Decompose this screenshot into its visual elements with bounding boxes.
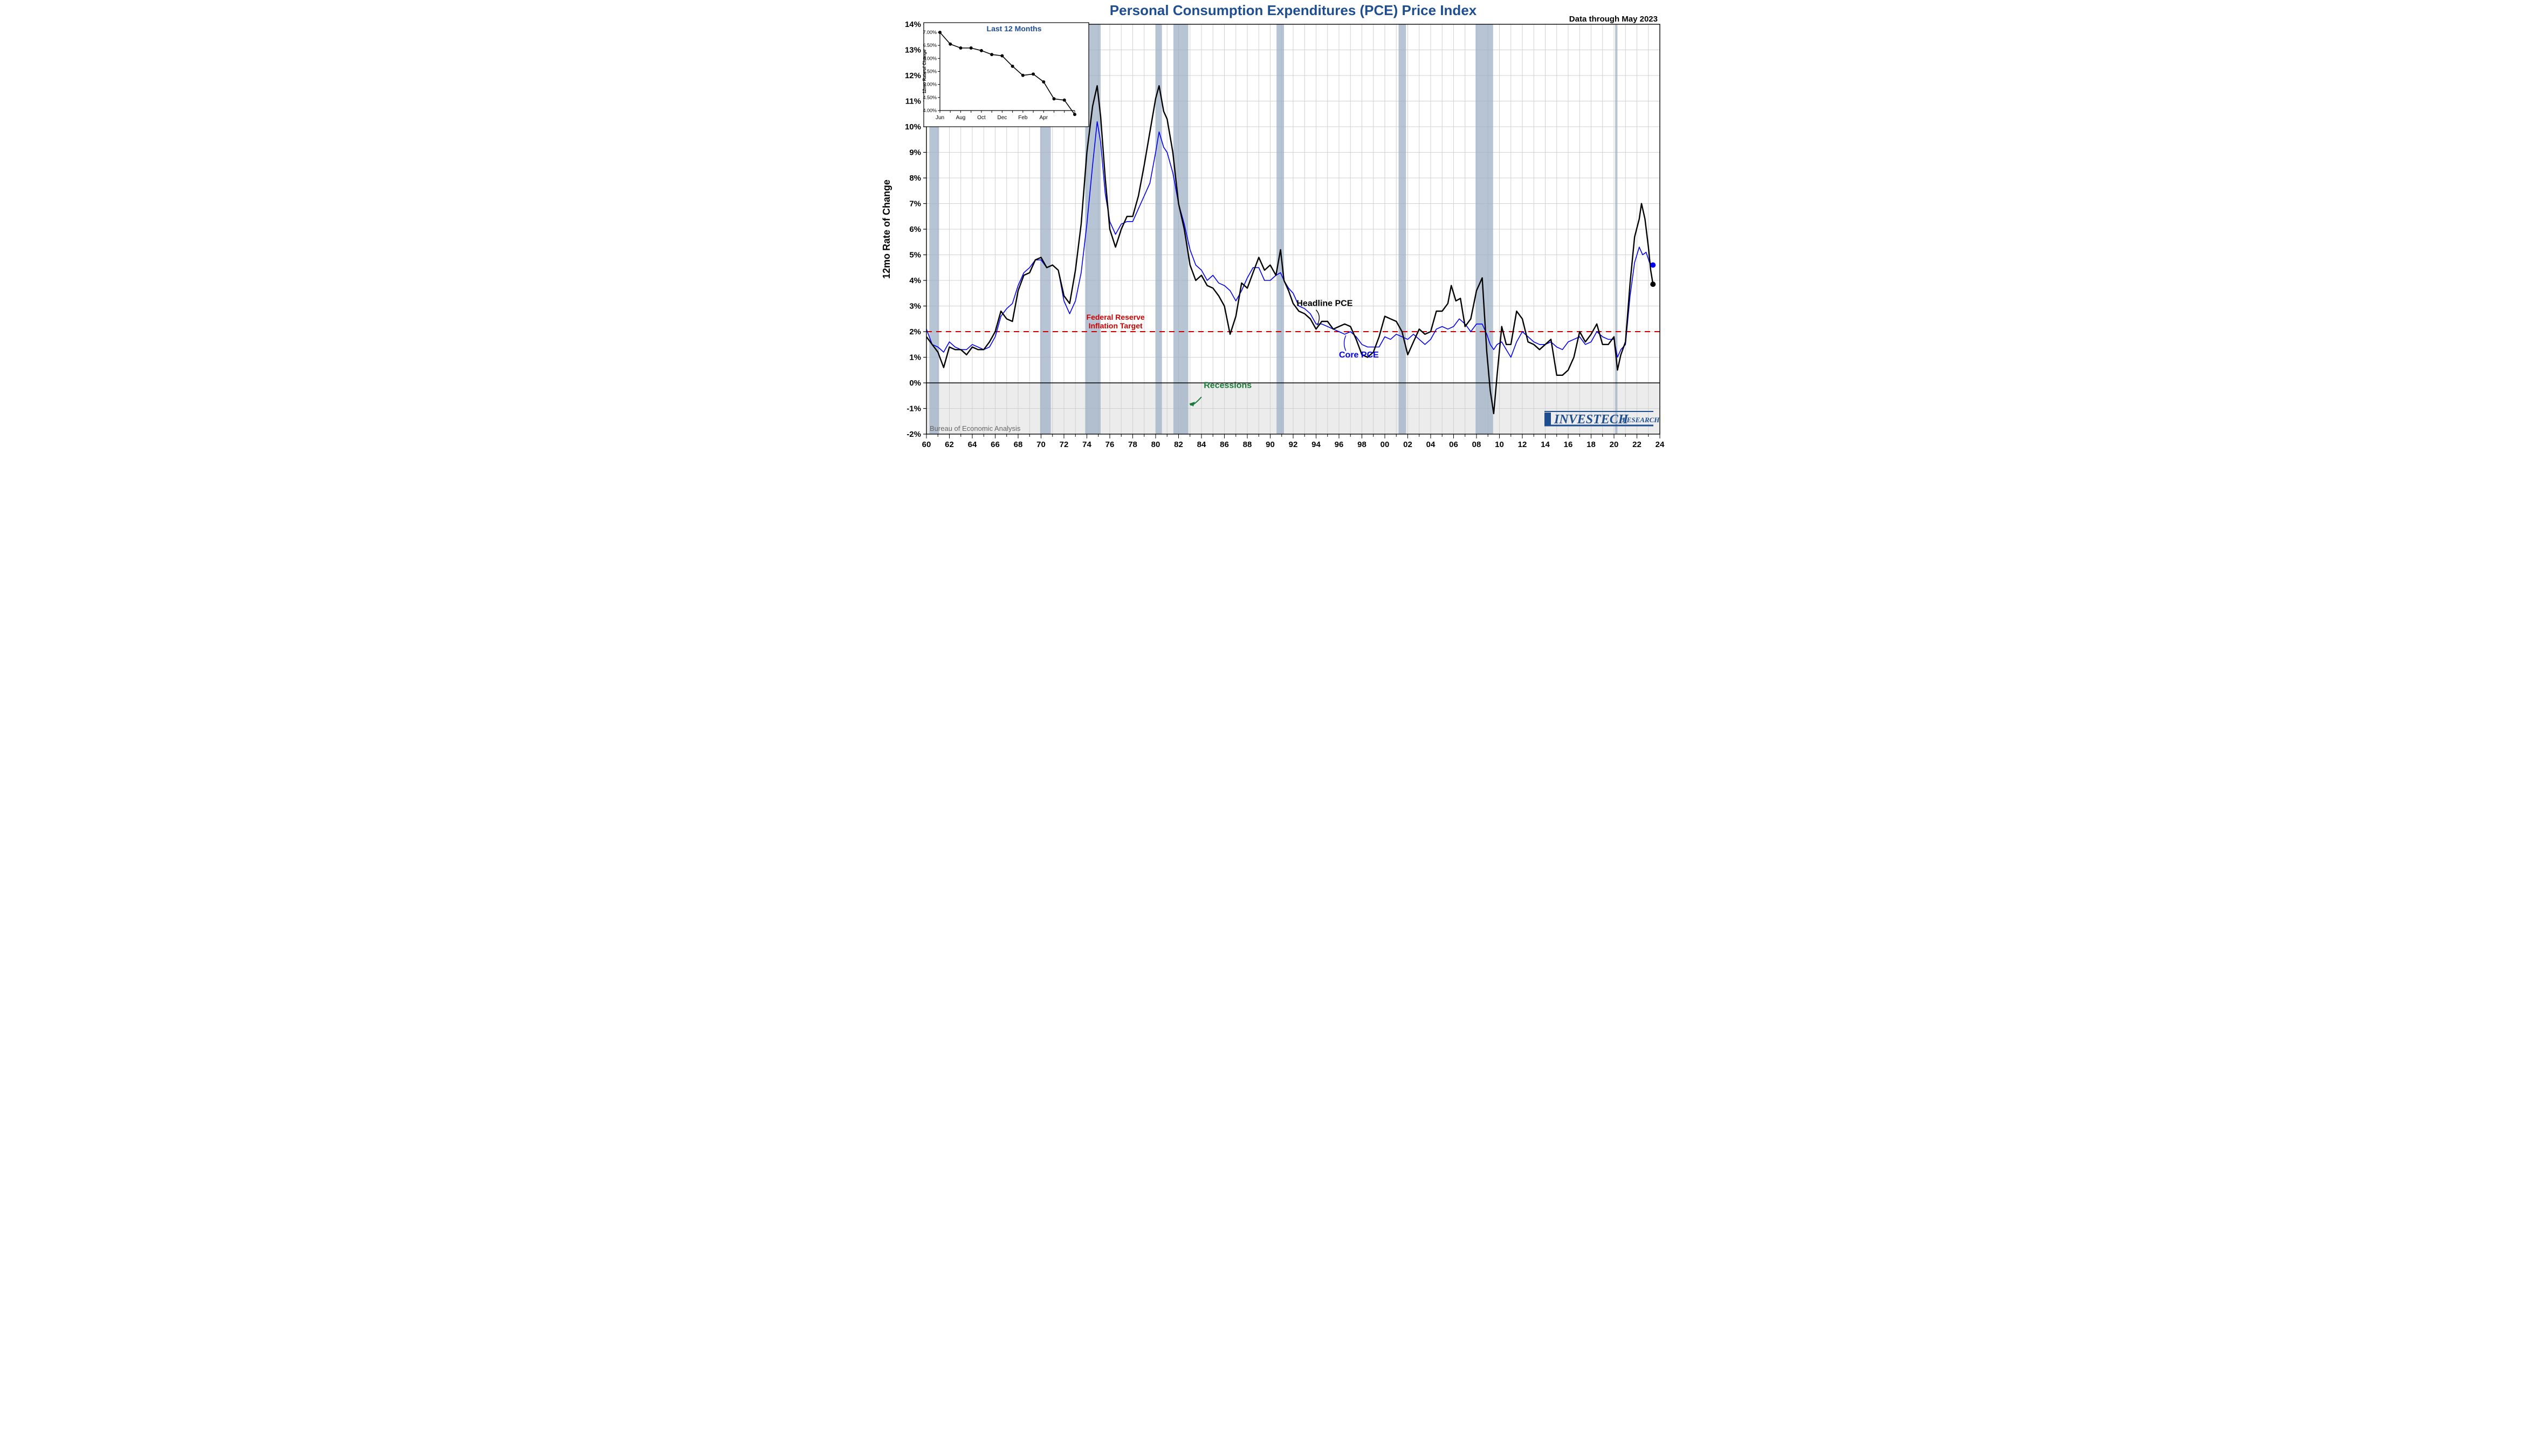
svg-text:04: 04 xyxy=(1426,440,1435,449)
svg-text:10%: 10% xyxy=(904,122,921,132)
svg-text:1%: 1% xyxy=(909,353,921,362)
svg-text:74: 74 xyxy=(1082,440,1091,449)
svg-text:4.50%: 4.50% xyxy=(923,95,937,100)
svg-text:Jun: Jun xyxy=(935,115,944,121)
svg-text:11%: 11% xyxy=(905,97,921,106)
svg-text:76: 76 xyxy=(1105,440,1114,449)
recessions-label: Recessions xyxy=(1204,381,1252,390)
chart-title: Personal Consumption Expenditures (PCE) … xyxy=(1109,2,1476,18)
y-axis-label: 12mo Rate of Change xyxy=(881,180,892,279)
svg-text:INVESTECH: INVESTECH xyxy=(1554,413,1629,427)
svg-text:16: 16 xyxy=(1563,440,1572,449)
svg-text:82: 82 xyxy=(1174,440,1183,449)
inset-chart: Last 12 Months4.00%4.50%5.00%5.50%6.00%6… xyxy=(922,23,1089,127)
svg-text:14: 14 xyxy=(1541,440,1550,449)
x-axis: 60 62 64 66 68 70 72 74 76 78 80 82 84 86 88 90 92 94 96 98… xyxy=(922,434,1664,449)
svg-text:94: 94 xyxy=(1311,440,1321,449)
svg-text:Apr: Apr xyxy=(1039,115,1048,121)
chart-subtitle: Data through May 2023 xyxy=(1569,15,1657,24)
svg-text:Oct: Oct xyxy=(977,115,986,121)
svg-text:5%: 5% xyxy=(909,251,921,260)
svg-text:70: 70 xyxy=(1036,440,1046,449)
svg-text:2%: 2% xyxy=(909,327,921,336)
source-label: Bureau of Economic Analysis xyxy=(930,424,1021,432)
svg-text:88: 88 xyxy=(1242,440,1252,449)
svg-text:Aug: Aug xyxy=(956,115,965,121)
svg-text:Dec: Dec xyxy=(997,115,1007,121)
svg-text:90: 90 xyxy=(1266,440,1275,449)
fed-target-label-1: Federal Reserve xyxy=(1086,313,1144,321)
chart-container: -2% -1% 0% 1% 2% 3% 4% 5% 6% 7% 8% 9% 10% 11% 12% 13% 14… xyxy=(878,0,1671,453)
fed-target-label-2: Inflation Target xyxy=(1088,321,1142,330)
investech-logo: INVESTECHRESEARCH xyxy=(1542,409,1660,431)
svg-text:78: 78 xyxy=(1128,440,1137,449)
headline-label: Headline PCE xyxy=(1296,299,1352,308)
svg-text:Feb: Feb xyxy=(1018,115,1028,121)
svg-text:68: 68 xyxy=(1013,440,1022,449)
inset-title: Last 12 Months xyxy=(986,24,1041,33)
svg-text:-2%: -2% xyxy=(906,430,921,439)
svg-text:14%: 14% xyxy=(904,20,921,29)
svg-text:84: 84 xyxy=(1197,440,1206,449)
headline-end-marker xyxy=(1650,281,1656,287)
svg-text:6.50%: 6.50% xyxy=(923,43,937,48)
svg-text:02: 02 xyxy=(1403,440,1412,449)
svg-text:92: 92 xyxy=(1288,440,1297,449)
svg-text:10: 10 xyxy=(1495,440,1504,449)
svg-text:4.00%: 4.00% xyxy=(923,108,937,113)
svg-text:96: 96 xyxy=(1334,440,1343,449)
svg-text:00: 00 xyxy=(1380,440,1389,449)
svg-text:13%: 13% xyxy=(904,46,921,55)
svg-text:8%: 8% xyxy=(909,174,921,183)
svg-text:64: 64 xyxy=(967,440,977,449)
svg-text:9%: 9% xyxy=(909,148,921,157)
svg-text:62: 62 xyxy=(945,440,954,449)
svg-text:3%: 3% xyxy=(909,302,921,311)
inset-y-label: 12mo Rate of Change xyxy=(922,49,927,93)
svg-text:12%: 12% xyxy=(904,71,921,80)
svg-text:08: 08 xyxy=(1472,440,1481,449)
svg-text:80: 80 xyxy=(1151,440,1160,449)
svg-text:7.00%: 7.00% xyxy=(923,30,937,35)
svg-text:06: 06 xyxy=(1449,440,1458,449)
core-end-marker xyxy=(1650,263,1656,268)
svg-text:98: 98 xyxy=(1357,440,1366,449)
chart-svg: -2% -1% 0% 1% 2% 3% 4% 5% 6% 7% 8% 9% 10% 11% 12% 13% 14… xyxy=(878,0,1671,453)
svg-text:72: 72 xyxy=(1059,440,1068,449)
svg-text:12: 12 xyxy=(1517,440,1527,449)
svg-text:18: 18 xyxy=(1587,440,1596,449)
svg-text:6%: 6% xyxy=(909,225,921,234)
svg-text:24: 24 xyxy=(1655,440,1664,449)
svg-text:60: 60 xyxy=(922,440,931,449)
svg-text:4%: 4% xyxy=(909,276,921,285)
core-label: Core PCE xyxy=(1339,351,1379,360)
svg-text:RESEARCH: RESEARCH xyxy=(1622,416,1660,424)
svg-text:7%: 7% xyxy=(909,200,921,209)
svg-text:22: 22 xyxy=(1632,440,1642,449)
svg-text:-1%: -1% xyxy=(906,404,921,414)
svg-text:20: 20 xyxy=(1609,440,1618,449)
svg-text:86: 86 xyxy=(1220,440,1229,449)
svg-text:0%: 0% xyxy=(909,379,921,388)
svg-text:66: 66 xyxy=(991,440,1000,449)
